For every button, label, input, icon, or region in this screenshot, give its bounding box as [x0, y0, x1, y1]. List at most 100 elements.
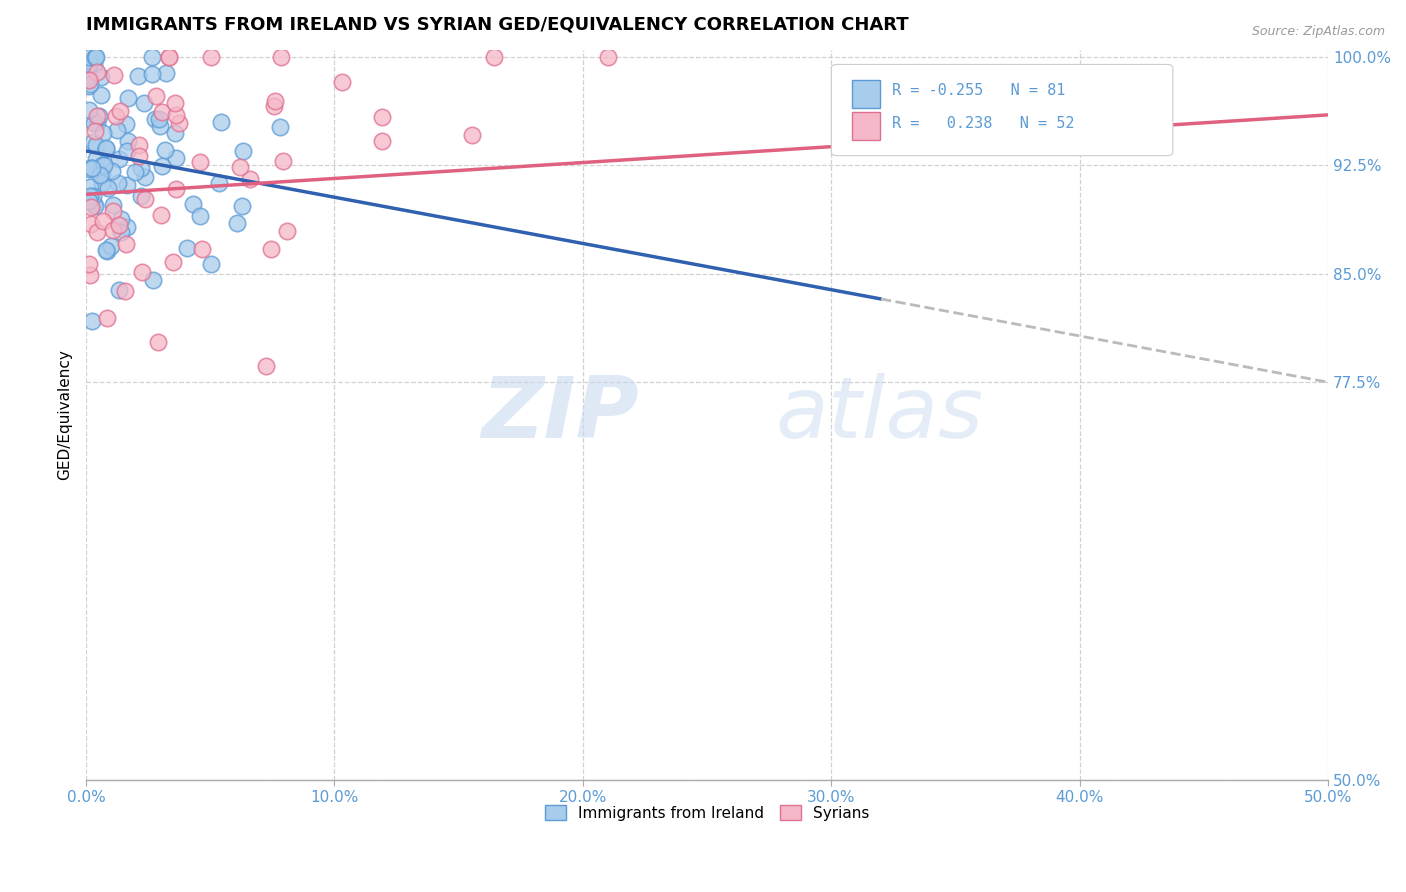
Point [90, 176, 112, 190]
Point [228, 160, 250, 174]
Point [482, 50, 505, 64]
Point [370, 134, 392, 148]
Point [82, 188, 104, 202]
Point [150, 104, 173, 119]
Point [225, 216, 247, 230]
Point [93, 159, 115, 173]
Point [149, 207, 172, 221]
Point [148, 334, 170, 349]
Point [239, 171, 262, 186]
Point [103, 198, 125, 212]
Point [263, 99, 285, 113]
Point [96, 310, 118, 325]
Point [84, 137, 107, 152]
Point [370, 111, 392, 125]
Point [270, 50, 292, 64]
Point [80, 200, 103, 214]
Point [143, 112, 166, 126]
Bar [852, 112, 880, 139]
Point [90, 70, 112, 85]
Point [276, 223, 298, 237]
Point [163, 127, 186, 141]
Text: Source: ZipAtlas.com: Source: ZipAtlas.com [1251, 25, 1385, 38]
Point [269, 120, 291, 134]
Text: IMMIGRANTS FROM IRELAND VS SYRIAN GED/EQUIVALENCY CORRELATION CHART: IMMIGRANTS FROM IRELAND VS SYRIAN GED/EQ… [86, 15, 908, 33]
Point [86, 109, 108, 123]
Point [176, 241, 198, 255]
Point [94, 143, 117, 157]
Point [127, 70, 149, 84]
Point [108, 283, 131, 297]
Point [79, 268, 101, 283]
Point [93, 214, 115, 228]
Point [79, 179, 101, 194]
Point [77, 194, 100, 208]
Point [90, 88, 112, 103]
Point [80, 314, 103, 328]
Point [165, 95, 187, 110]
Point [105, 109, 128, 123]
Point [145, 89, 167, 103]
Point [153, 143, 176, 157]
Point [101, 203, 124, 218]
Point [103, 68, 125, 82]
Point [200, 50, 222, 64]
Point [150, 160, 173, 174]
Point [330, 75, 353, 89]
Point [110, 225, 132, 239]
Point [86, 226, 108, 240]
Point [209, 115, 232, 129]
Point [208, 176, 231, 190]
Point [165, 151, 187, 165]
Point [134, 169, 156, 184]
Point [100, 239, 122, 253]
Point [110, 211, 132, 226]
Point [254, 359, 277, 373]
Point [155, 66, 177, 80]
Point [77, 73, 100, 87]
Point [107, 218, 129, 232]
Point [77, 103, 100, 117]
Point [124, 165, 146, 179]
Point [101, 222, 124, 236]
Point [110, 103, 132, 118]
Text: atlas: atlas [776, 373, 983, 456]
Point [97, 181, 120, 195]
Point [84, 50, 107, 64]
FancyBboxPatch shape [831, 64, 1173, 155]
Point [264, 94, 287, 108]
Point [83, 197, 105, 211]
Point [200, 257, 222, 271]
Point [131, 265, 153, 279]
Point [598, 50, 620, 64]
Point [77, 57, 100, 71]
Point [114, 237, 136, 252]
Point [232, 144, 254, 158]
Point [96, 244, 118, 258]
Point [108, 152, 131, 166]
Point [129, 161, 152, 176]
Point [86, 115, 108, 129]
Point [77, 161, 100, 176]
Point [134, 95, 156, 110]
Point [157, 50, 180, 64]
Legend: Immigrants from Ireland, Syrians: Immigrants from Ireland, Syrians [538, 799, 876, 827]
Point [83, 116, 105, 130]
Point [82, 136, 104, 150]
Point [141, 66, 163, 80]
Point [77, 78, 100, 93]
Point [83, 58, 105, 72]
Point [188, 154, 211, 169]
Point [96, 243, 118, 257]
Point [162, 254, 184, 268]
Point [84, 50, 107, 64]
Point [117, 90, 139, 104]
Point [114, 284, 136, 298]
Point [461, 128, 484, 142]
Point [84, 124, 107, 138]
Y-axis label: GED/Equivalency: GED/Equivalency [58, 350, 72, 480]
Point [91, 158, 114, 172]
Point [77, 257, 100, 271]
Point [86, 64, 108, 78]
Point [91, 167, 114, 181]
